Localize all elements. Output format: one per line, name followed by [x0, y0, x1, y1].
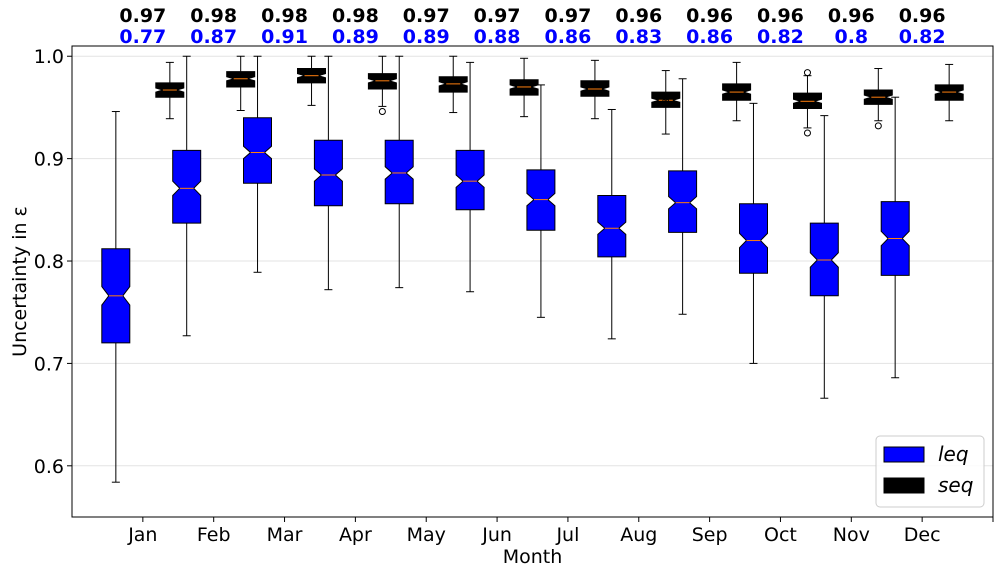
legend-label-leq: leq: [938, 442, 969, 466]
box-body: [934, 84, 964, 101]
leq-median-label: 0.89: [332, 26, 379, 48]
x-tick-label: Jul: [555, 524, 579, 546]
median-labels: 0.77 0.87 0.91 0.89 0.89 0.88 0.86 0.83 0.86 0.82…: [119, 5, 945, 48]
box-body: [313, 139, 343, 207]
y-tick-label: 0.7: [34, 353, 64, 375]
seq-box-aug: [651, 70, 681, 135]
plot-frame: [71, 45, 994, 518]
box-body: [580, 80, 610, 97]
seq-median-label: 0.97: [403, 5, 450, 27]
seq-median-label: 0.97: [119, 5, 166, 27]
leq-median-label: 0.91: [261, 26, 308, 48]
leq-box-aug: [597, 108, 627, 340]
leq-box-feb: [172, 55, 202, 337]
seq-median-label: 0.97: [474, 5, 521, 27]
seq-box-nov: [863, 68, 893, 130]
seq-box-dec: [934, 63, 964, 122]
x-tick-label: Oct: [764, 524, 797, 546]
y-axis-label: Uncertainty in ε: [9, 206, 31, 357]
x-tick-label: Sep: [692, 524, 728, 546]
seq-box-sep: [722, 61, 752, 122]
seq-median-label: 0.97: [544, 5, 591, 27]
x-tick-label: Apr: [339, 524, 372, 546]
y-tick-label: 0.8: [34, 251, 64, 273]
seq-box-feb: [226, 55, 256, 112]
seq-median-label: 0.98: [190, 5, 237, 27]
seq-box-apr: [367, 55, 397, 116]
seq-median-label: 0.96: [899, 5, 946, 27]
leq-median-label: 0.82: [899, 26, 946, 48]
legend-label-seq: seq: [938, 473, 973, 497]
box-layer: [101, 55, 964, 483]
leq-box-jan: [101, 111, 131, 483]
seq-box-jan: [155, 61, 185, 120]
box-body: [172, 149, 202, 224]
box-body: [243, 117, 272, 184]
leq-box-nov: [809, 115, 839, 399]
leq-median-label: 0.87: [190, 26, 237, 48]
y-tick-label: 0.9: [34, 149, 64, 171]
legend-swatch-leq: [883, 446, 925, 463]
seq-box-may: [438, 55, 468, 114]
seq-median-label: 0.96: [757, 5, 804, 27]
leq-box-jul: [526, 84, 556, 318]
seq-median-label: 0.96: [615, 5, 662, 27]
seq-median-label: 0.98: [261, 5, 308, 27]
seq-box-oct: [793, 69, 822, 137]
leq-box-may: [384, 55, 414, 289]
leq-box-sep: [668, 78, 698, 315]
x-tick-label: Mar: [267, 524, 303, 546]
leq-median-label: 0.88: [474, 26, 521, 48]
grid-lines: [72, 55, 993, 467]
leq-median-label: 0.82: [757, 26, 804, 48]
seq-box-jun: [509, 57, 539, 118]
outlier-point: [803, 69, 811, 77]
leq-box-jun: [455, 61, 485, 293]
outlier-point: [378, 108, 386, 116]
seq-median-label: 0.96: [828, 5, 875, 27]
outlier-point: [874, 122, 882, 130]
y-axis-ticks: 0.6 0.7 0.8 0.9 1.0: [34, 46, 72, 478]
x-tick-label: Feb: [197, 524, 231, 546]
box-body: [526, 169, 556, 231]
seq-median-label: 0.96: [686, 5, 733, 27]
x-axis-label: Month: [503, 546, 563, 568]
x-tick-label: Nov: [833, 524, 870, 546]
leq-box-mar: [243, 55, 272, 273]
box-body: [438, 76, 468, 93]
seq-box-jul: [580, 59, 610, 120]
x-tick-label: Jun: [481, 524, 512, 546]
outlier-point: [662, 93, 670, 101]
seq-box-mar: [297, 55, 326, 106]
box-body: [226, 71, 256, 88]
legend-swatch-seq: [883, 477, 925, 494]
box-body: [739, 203, 768, 274]
box-body: [809, 222, 839, 297]
box-body: [384, 139, 414, 205]
seq-median-label: 0.98: [332, 5, 379, 27]
x-tick-label: Dec: [904, 524, 941, 546]
leq-box-dec: [880, 96, 910, 379]
box-body: [668, 170, 698, 233]
y-tick-label: 1.0: [34, 46, 64, 68]
leq-median-label: 0.8: [834, 26, 868, 48]
leq-median-label: 0.89: [403, 26, 450, 48]
leq-box-apr: [313, 55, 343, 291]
x-tick-label: Jan: [127, 524, 157, 546]
leq-median-label: 0.83: [615, 26, 662, 48]
outlier-point: [803, 129, 811, 137]
x-tick-label: May: [407, 524, 446, 546]
leq-median-label: 0.86: [544, 26, 591, 48]
box-body: [455, 149, 485, 211]
legend: leq seq: [875, 435, 985, 508]
x-tick-label: Aug: [620, 524, 657, 546]
leq-box-oct: [739, 102, 768, 364]
leq-median-label: 0.77: [119, 26, 166, 48]
leq-median-label: 0.86: [686, 26, 733, 48]
outlier-point: [662, 97, 670, 105]
box-body: [597, 195, 627, 258]
y-tick-label: 0.6: [34, 456, 64, 478]
x-axis-ticks: Jan Feb Mar Apr May Jun Jul Aug Sep Oct Nov Dec: [127, 517, 994, 546]
